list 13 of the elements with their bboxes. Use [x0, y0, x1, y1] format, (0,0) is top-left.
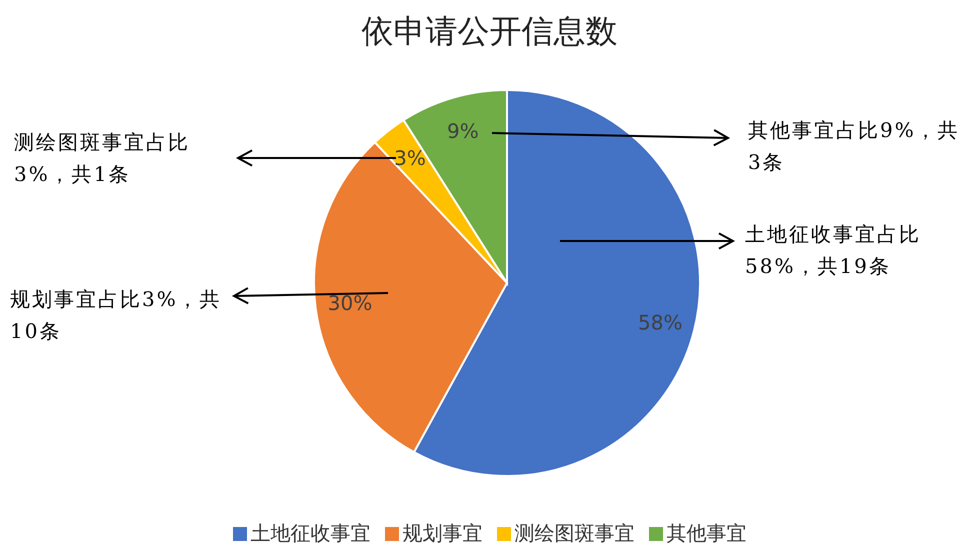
text: 其他事宜占比9%，共3条	[748, 117, 961, 176]
data-label: 58%	[638, 310, 683, 334]
legend-label: 土地征收事宜	[250, 520, 370, 547]
legend-label: 测绘图斑事宜	[514, 520, 634, 547]
data-label: 9%	[446, 119, 479, 144]
legend-label: 规划事宜	[402, 520, 482, 547]
text: 规划事宜占比3%，共10条	[10, 286, 223, 345]
data-label: 30%	[328, 290, 372, 315]
legend-label: 其他事宜	[666, 520, 746, 547]
text: 土地征收事宜占比58%，共19条	[745, 221, 922, 280]
chart-title: 依申请公开信息数	[360, 11, 618, 52]
data-label: 3%	[394, 146, 426, 170]
text: 测绘图斑事宜占比3%，共1条	[14, 129, 191, 188]
